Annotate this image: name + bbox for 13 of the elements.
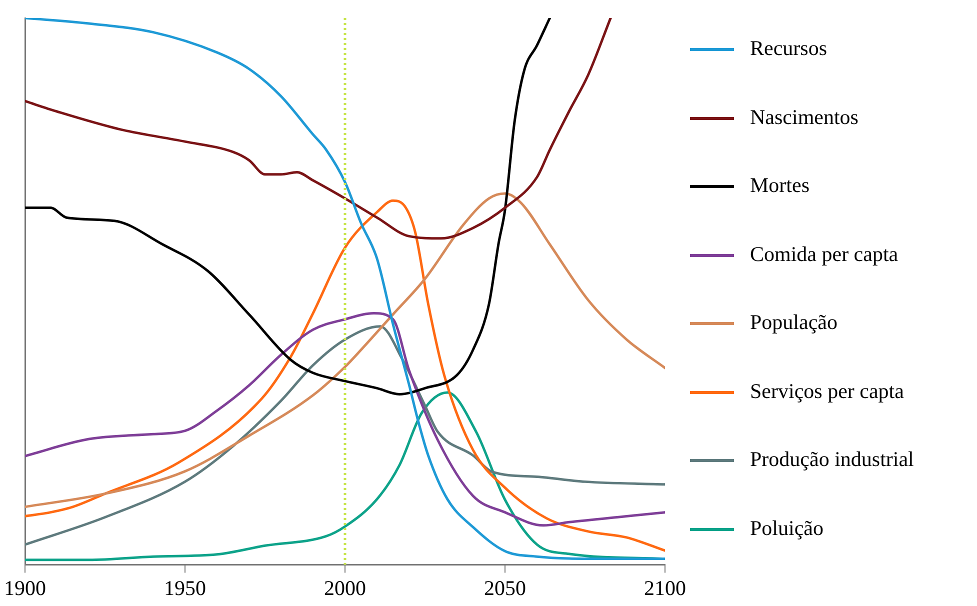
x-tick-label: 2000 bbox=[324, 576, 366, 600]
legend-label: Produção industrial bbox=[750, 447, 914, 472]
legend-label: Mortes bbox=[750, 173, 810, 198]
x-tick-label: 1900 bbox=[4, 576, 46, 600]
x-tick-label: 2050 bbox=[484, 576, 526, 600]
legend-label: Serviços per capta bbox=[750, 378, 904, 404]
x-tick-label: 2100 bbox=[644, 576, 686, 600]
legend-label: Poluição bbox=[750, 516, 824, 540]
legend-label: População bbox=[750, 310, 838, 335]
legend-label: Nascimentos bbox=[750, 104, 858, 130]
legend-label: Comida per capta bbox=[750, 242, 898, 266]
x-tick-label: 1950 bbox=[164, 576, 206, 600]
legend-label: Recursos bbox=[750, 36, 827, 61]
